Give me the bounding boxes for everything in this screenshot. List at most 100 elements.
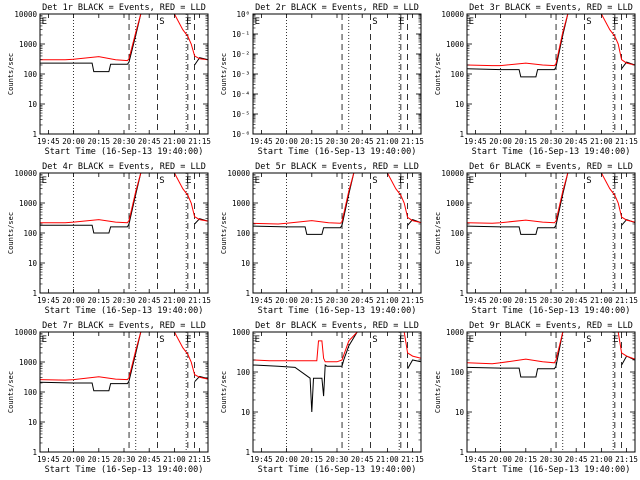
y-tick-label: 10 — [455, 259, 465, 268]
x-tick-label: 20:15 — [515, 455, 538, 464]
series-line-events — [40, 173, 208, 234]
x-tick-label: 20:30 — [326, 455, 349, 464]
y-axis-label: Counts/sec — [434, 212, 442, 254]
y-tick-label: 1000 — [19, 40, 38, 49]
x-tick-label: 20:15 — [301, 455, 324, 464]
y-axis-label: Counts/sec — [434, 371, 442, 413]
y-tick-label: 10 — [241, 259, 251, 268]
chart-panel-1: Det 1r BLACK = Events, RED = LLD Start Ti… — [7, 3, 211, 157]
event-marker-label: E — [469, 335, 474, 345]
y-tick-label: 100 — [23, 229, 37, 238]
y-tick-label: 100 — [236, 368, 250, 377]
event-marker-label: E — [399, 176, 404, 186]
chart-title: Det 4r BLACK = Events, RED = LLD — [42, 162, 206, 172]
x-axis-label: Start Time (16-Sep-13 19:40:00) — [258, 465, 417, 475]
series-line-lld — [253, 173, 421, 225]
y-tick-label: 1 — [459, 289, 464, 298]
y-tick-label: 1 — [32, 130, 37, 139]
x-tick-label: 21:00 — [163, 137, 186, 146]
series-line-events — [467, 173, 635, 235]
event-marker-label: E — [613, 335, 618, 345]
x-tick-label: 21:00 — [590, 137, 613, 146]
plot-frame — [252, 331, 422, 453]
x-tick-label: 21:15 — [188, 137, 211, 146]
x-axis-label: Start Time (16-Sep-13 19:40:00) — [258, 306, 417, 316]
plot-frame — [39, 13, 209, 135]
x-tick-label: 20:45 — [565, 137, 588, 146]
series-line-lld — [467, 332, 635, 365]
x-tick-label: 19:45 — [464, 455, 487, 464]
x-tick-label: 21:15 — [188, 455, 211, 464]
x-tick-label: 21:15 — [188, 296, 211, 305]
x-tick-label: 20:30 — [540, 137, 563, 146]
x-tick-label: 20:15 — [88, 296, 111, 305]
chart-panel-7: Det 7r BLACK = Events, RED = LLD Start Ti… — [7, 321, 211, 475]
y-tick-label: 1000 — [19, 199, 38, 208]
x-tick-label: 20:45 — [138, 137, 161, 146]
x-tick-label: 20:00 — [62, 137, 85, 146]
x-tick-label: 20:15 — [301, 296, 324, 305]
event-marker-label: E — [613, 176, 618, 186]
x-tick-label: 19:45 — [37, 137, 60, 146]
x-tick-label: 20:45 — [138, 296, 161, 305]
x-tick-label: 20:15 — [301, 137, 324, 146]
y-tick-label: 1000 — [446, 328, 465, 337]
x-tick-label: 20:45 — [138, 455, 161, 464]
series-line-events — [467, 14, 635, 78]
x-axis-label: Start Time (16-Sep-13 19:40:00) — [45, 306, 204, 316]
event-marker-label: E — [469, 176, 474, 186]
x-tick-label: 20:30 — [113, 137, 136, 146]
x-tick-label: 20:00 — [275, 296, 298, 305]
x-tick-label: 21:00 — [376, 455, 399, 464]
x-tick-label: 21:15 — [401, 455, 424, 464]
event-marker-label: E — [42, 335, 47, 345]
x-axis-label: Start Time (16-Sep-13 19:40:00) — [45, 465, 204, 475]
y-tick-label: 10 — [28, 259, 38, 268]
y-axis-label: Counts/sec — [220, 212, 228, 254]
x-tick-label: 20:45 — [565, 296, 588, 305]
plot-frame — [466, 13, 636, 135]
chart-title: Det 7r BLACK = Events, RED = LLD — [42, 321, 206, 331]
y-tick-label: 10⁻⁶ — [232, 130, 250, 139]
event-marker-label: E — [255, 335, 260, 345]
chart-title: Det 5r BLACK = Events, RED = LLD — [255, 162, 419, 172]
y-tick-label: 10 — [455, 408, 465, 417]
y-tick-label: 10 — [455, 100, 465, 109]
x-tick-label: 20:45 — [565, 455, 588, 464]
event-marker-label: E — [186, 335, 191, 345]
y-tick-label: 10⁻⁴ — [232, 90, 250, 99]
y-tick-label: 100 — [450, 70, 464, 79]
x-tick-label: 21:15 — [615, 137, 638, 146]
x-tick-label: 20:30 — [326, 137, 349, 146]
plot-frame — [39, 172, 209, 294]
x-tick-label: 20:15 — [515, 296, 538, 305]
x-tick-label: 19:45 — [464, 137, 487, 146]
chart-title: Det 8r BLACK = Events, RED = LLD — [255, 321, 419, 331]
y-tick-label: 10⁰ — [236, 10, 250, 19]
x-tick-label: 21:00 — [376, 296, 399, 305]
x-tick-label: 19:45 — [250, 455, 273, 464]
x-tick-label: 20:45 — [351, 455, 374, 464]
y-axis-label: Counts/sec — [220, 53, 228, 95]
y-tick-label: 1 — [459, 448, 464, 457]
x-tick-label: 20:30 — [326, 296, 349, 305]
y-tick-label: 10000 — [14, 10, 37, 19]
event-marker-label: S — [159, 17, 164, 27]
event-marker-label: E — [186, 176, 191, 186]
y-tick-label: 10000 — [14, 169, 37, 178]
event-marker-label: E — [255, 176, 260, 186]
chart-panel-4: Det 4r BLACK = Events, RED = LLD Start Ti… — [7, 162, 211, 316]
chart-panel-9: Det 9r BLACK = Events, RED = LLD Start Ti… — [434, 321, 638, 475]
series-line-events — [467, 332, 635, 378]
x-tick-label: 19:45 — [37, 455, 60, 464]
y-axis-label: Counts/sec — [434, 53, 442, 95]
series-line-events — [40, 14, 208, 73]
chart-panel-8: Det 8r BLACK = Events, RED = LLD Start Ti… — [220, 321, 424, 475]
x-tick-label: 21:00 — [590, 455, 613, 464]
chart-title: Det 2r BLACK = Events, RED = LLD — [255, 3, 419, 13]
y-tick-label: 1000 — [232, 328, 251, 337]
series-line-lld — [467, 173, 635, 224]
y-tick-label: 10⁻² — [232, 50, 250, 59]
x-tick-label: 20:15 — [88, 137, 111, 146]
